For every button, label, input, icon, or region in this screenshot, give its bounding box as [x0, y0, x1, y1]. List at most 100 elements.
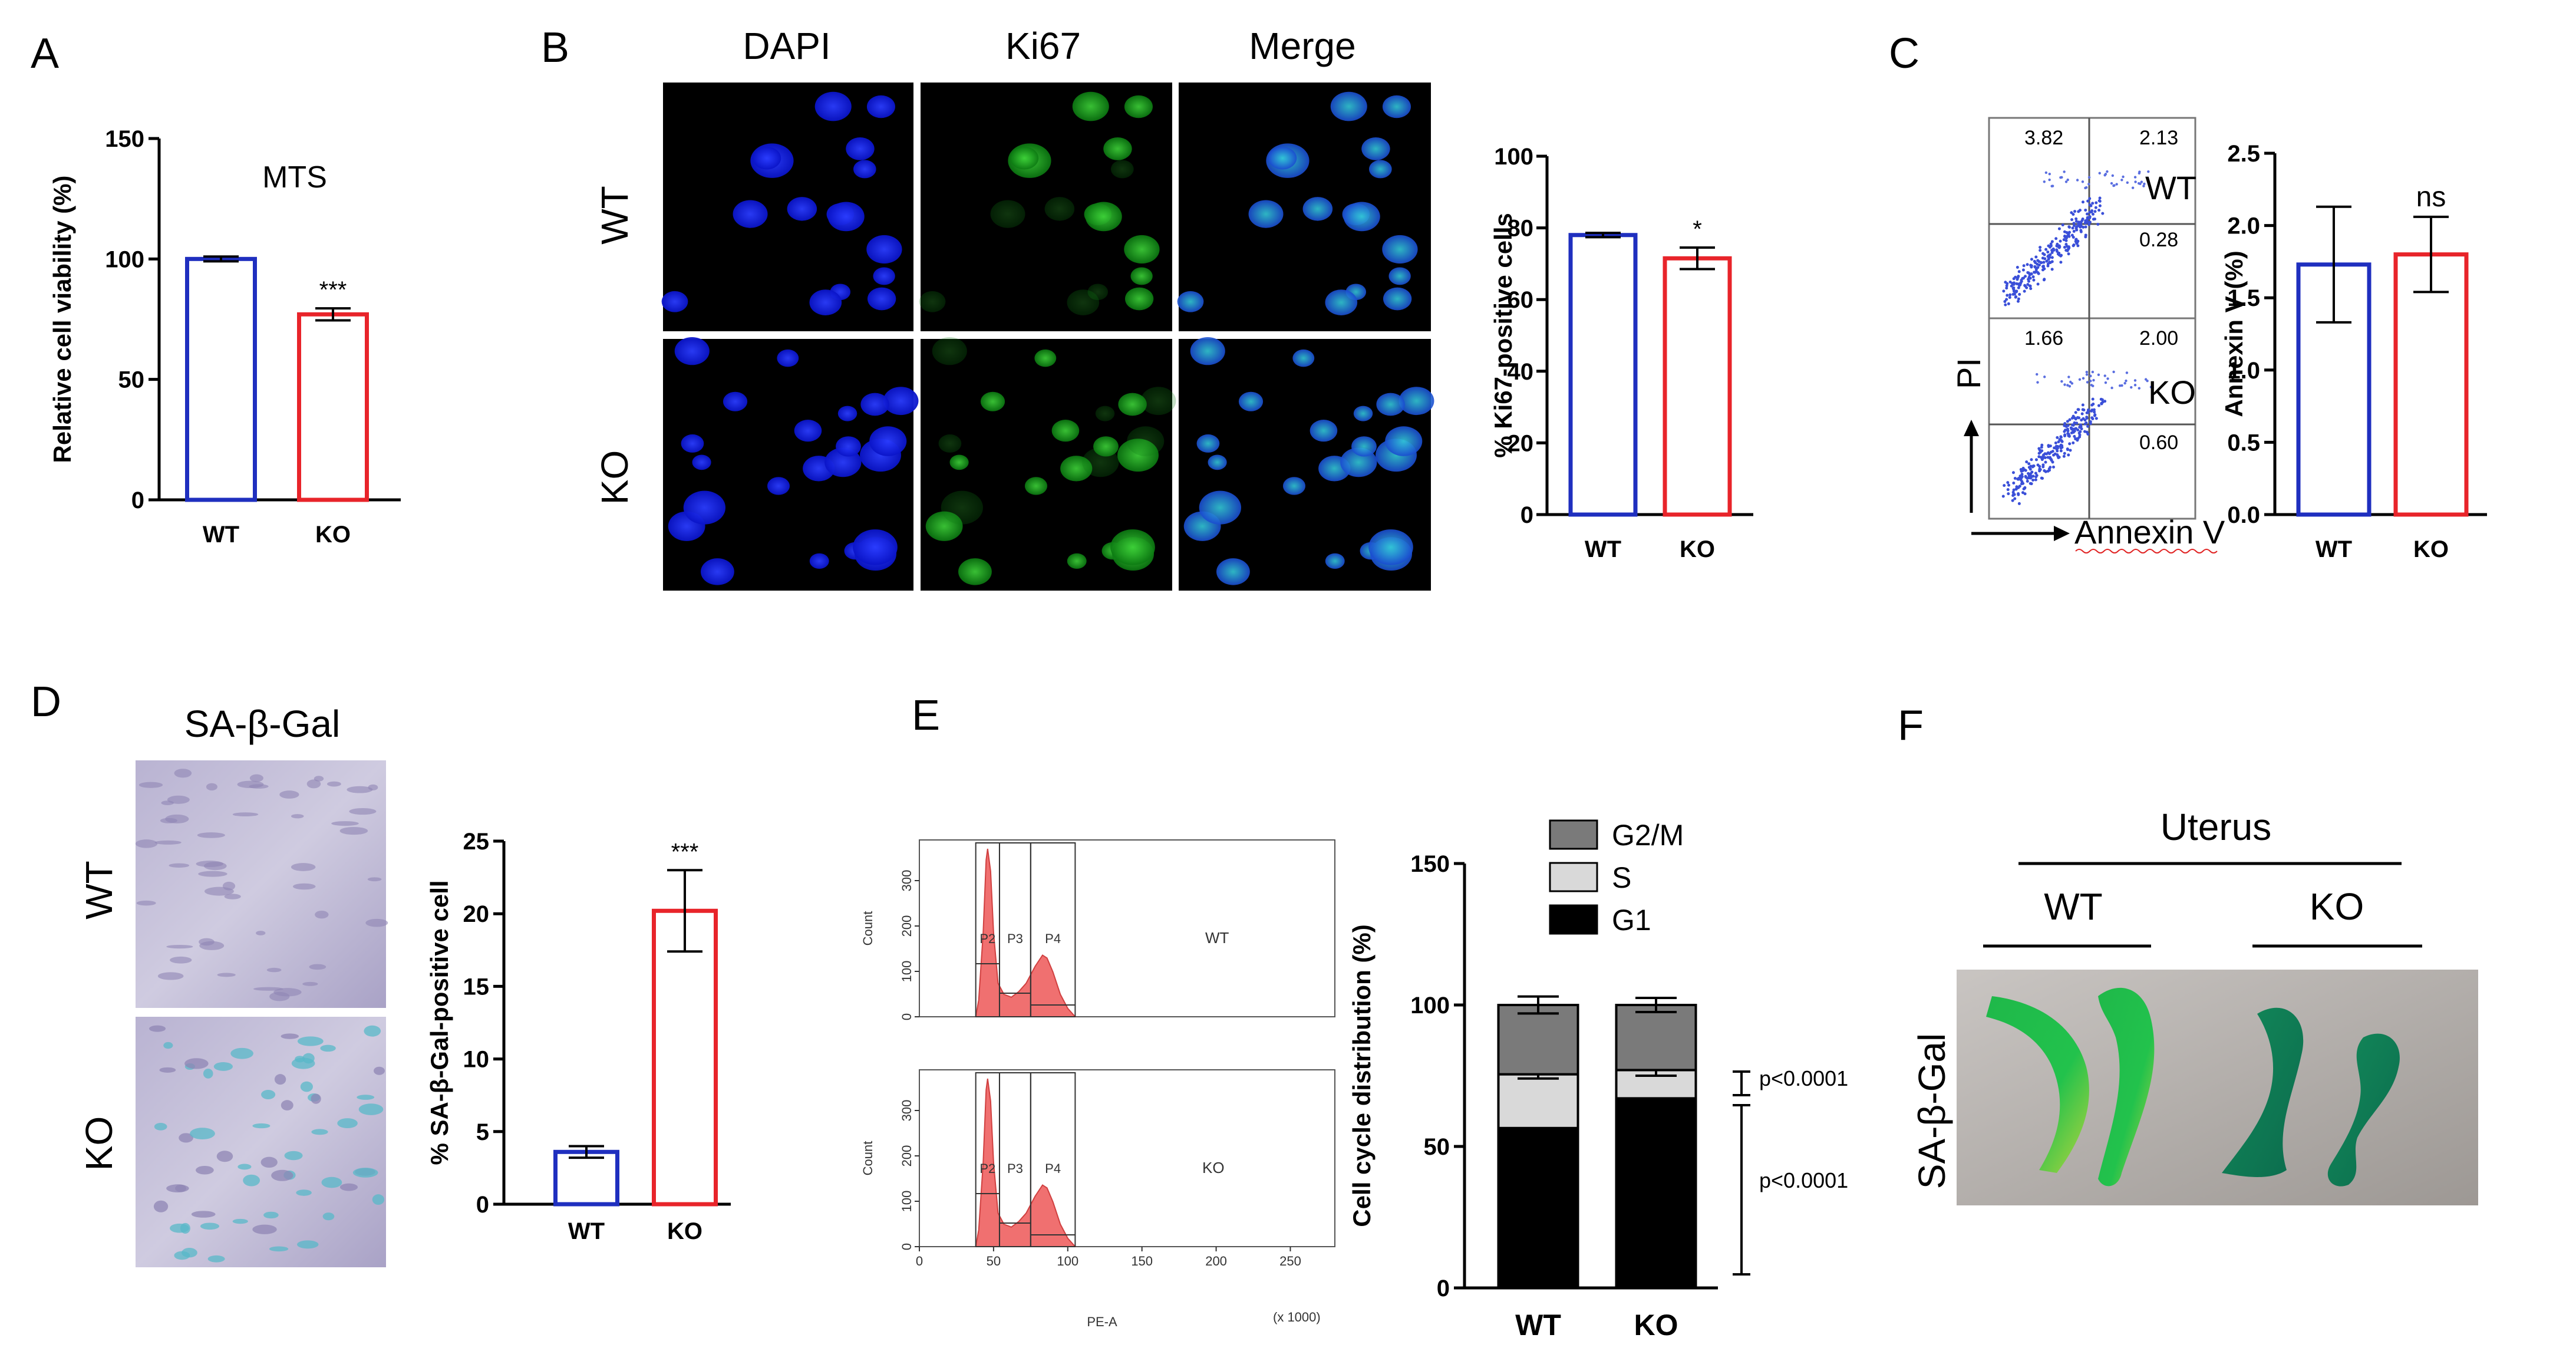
nucleus — [1368, 529, 1413, 565]
nucleus — [1093, 436, 1119, 457]
nucleus — [919, 291, 946, 312]
significance-label: *** — [671, 839, 699, 865]
flow-dot — [2089, 380, 2092, 383]
cell-shape — [311, 1093, 321, 1104]
flow-dot — [2034, 472, 2037, 475]
flow-dot — [2090, 403, 2094, 407]
flow-dot — [2026, 263, 2029, 266]
hist-y-tick-label: 100 — [899, 961, 914, 983]
gate-label: P3 — [1007, 1161, 1023, 1176]
cell-shape — [179, 1133, 193, 1143]
y-tick-label: 1.5 — [2227, 285, 2260, 311]
flow-dot — [2093, 414, 2096, 417]
flow-dot — [2016, 265, 2019, 269]
row-label-wt: WT — [593, 186, 636, 245]
flow-dot — [2055, 248, 2059, 252]
flow-dot — [2137, 182, 2140, 185]
cell-shape — [368, 784, 378, 790]
cell-shape — [296, 1240, 319, 1249]
flow-dot — [2089, 420, 2092, 423]
flow-dot — [2120, 179, 2123, 182]
histogram-peak — [975, 848, 1077, 1017]
flow-dot — [2019, 281, 2023, 285]
flow-dot — [2059, 254, 2063, 258]
flow-dot — [2086, 381, 2089, 384]
hist-y-tick-label: 200 — [899, 1145, 914, 1167]
hist-x-tick-label: 50 — [987, 1254, 1001, 1268]
flow-dot — [2005, 284, 2008, 288]
flow-dot — [2069, 426, 2073, 430]
flow-dot — [2067, 245, 2070, 249]
flow-dot — [2084, 225, 2087, 229]
quad-wt-ul: 3.82 — [2024, 127, 2063, 149]
flow-dot — [2083, 418, 2087, 422]
flow-dot — [2088, 215, 2092, 219]
flow-dot — [2084, 186, 2088, 189]
uterus-wt-1 — [1986, 996, 2089, 1173]
flow-dot — [2076, 241, 2079, 245]
panel-letter-a: A — [31, 30, 59, 77]
flow-dot — [2110, 182, 2113, 185]
flow-dot — [2011, 471, 2015, 474]
nuclei — [661, 91, 1434, 585]
flow-dot — [2081, 200, 2084, 204]
flow-dot — [2016, 299, 2020, 303]
flow-dot — [2122, 175, 2125, 179]
cell-shape — [197, 832, 225, 838]
flow-dot — [2070, 218, 2074, 222]
y-tick-label: 40 — [1508, 359, 1534, 385]
flow-dot — [2104, 173, 2107, 176]
flow-dot — [2031, 479, 2035, 482]
chart-d: 0 5 10 15 20 25 % SA-β-Gal-positive cell WT KO **… — [426, 829, 731, 1244]
nucleus — [1238, 391, 1264, 411]
flow-dot — [2055, 244, 2059, 248]
flow-dot — [2030, 470, 2034, 474]
flow-dot — [2090, 416, 2094, 420]
cell-shape — [170, 956, 192, 964]
nucleus — [1118, 393, 1147, 416]
flow-dot — [2006, 481, 2010, 485]
nucleus — [1196, 434, 1220, 453]
legend-swatch — [1549, 904, 1598, 935]
bar-ko — [652, 908, 718, 1207]
flow-dot — [2097, 373, 2100, 377]
flow-dot — [2067, 226, 2071, 229]
flow-dot — [2044, 248, 2048, 251]
flow-dot — [2060, 176, 2063, 179]
nucleus — [1051, 420, 1080, 442]
sabgal-title: SA-β-Gal — [184, 703, 340, 745]
flow-dot — [2048, 261, 2051, 264]
y-tick-label: 100 — [1494, 144, 1533, 170]
flow-dot — [2075, 228, 2079, 232]
flow-dot — [2006, 282, 2009, 285]
flow-dot — [2057, 246, 2061, 249]
flow-dot — [2029, 287, 2033, 291]
flow-dot — [2026, 271, 2030, 274]
flow-dot — [2059, 261, 2063, 264]
y-tick-label: 2.0 — [2227, 213, 2260, 239]
cell-shape — [169, 863, 190, 868]
flow-dot — [2071, 226, 2074, 230]
nucleus — [869, 426, 907, 456]
flow-dot — [2017, 270, 2021, 273]
flow-dot — [2066, 384, 2069, 387]
flow-dot — [2043, 375, 2046, 378]
flow-dot — [2041, 454, 2045, 457]
flow-dot — [2036, 266, 2040, 269]
flow-dot — [2036, 463, 2040, 467]
flow-dot — [2138, 172, 2141, 175]
flow-dot — [2083, 430, 2087, 433]
nucleus — [1034, 349, 1057, 367]
cell-shape — [297, 1036, 324, 1046]
flow-dot — [2030, 258, 2033, 261]
cell-shape — [320, 1044, 336, 1052]
flow-dot — [2003, 484, 2006, 487]
flow-dot — [2042, 278, 2046, 282]
nucleus — [1103, 137, 1132, 160]
hist-xlabel: PE-A — [1087, 1314, 1117, 1329]
uterus-ko-2 — [2327, 1033, 2400, 1187]
flow-dot — [2039, 246, 2042, 249]
cell-shape — [261, 1089, 276, 1099]
flow-dot — [2083, 422, 2087, 426]
flow-dot — [2036, 381, 2039, 384]
